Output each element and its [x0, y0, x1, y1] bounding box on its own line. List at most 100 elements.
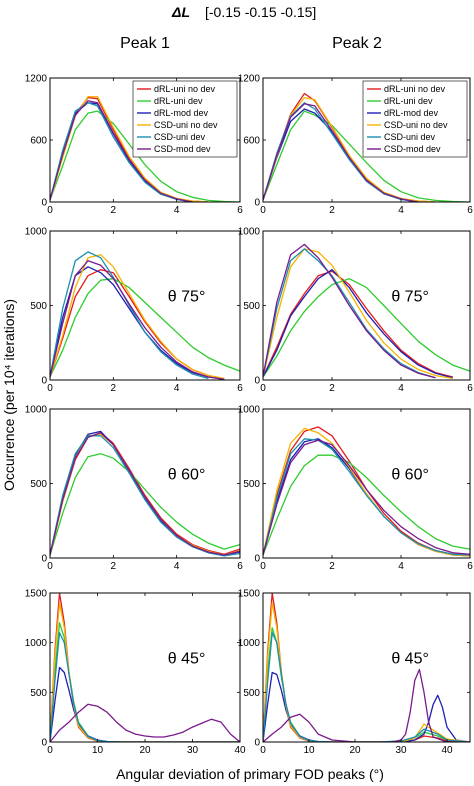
y-tick-label: 500: [30, 688, 47, 699]
series-csd-uni-dev: [263, 438, 470, 556]
title-symbol: ΔL: [171, 4, 190, 20]
series-csd-mod-dev: [263, 243, 436, 379]
series-group: [263, 243, 470, 380]
series-csd-uni-dev: [50, 632, 240, 742]
panel-annotation: θ 60°: [391, 467, 429, 484]
legend-entry: CSD-uni dev: [384, 132, 436, 142]
panel-annotation: θ 45°: [391, 651, 429, 668]
x-tick-label: 30: [395, 745, 407, 756]
y-tick-label: 500: [30, 479, 47, 490]
legend-entry: CSD-mod dev: [384, 144, 441, 154]
y-tick-label: 500: [243, 688, 260, 699]
x-tick-label: 6: [237, 205, 243, 216]
axes-box: [49, 408, 241, 559]
y-tick-label: 0: [254, 554, 260, 565]
y-tick-label: 500: [243, 479, 260, 490]
series-csd-uni-dev: [50, 251, 209, 380]
legend-entry: CSD-uni no dev: [154, 120, 218, 130]
series-drl-mod-dev: [50, 666, 240, 742]
y-tick-label: 500: [30, 301, 47, 312]
x-tick-label: 0: [47, 561, 53, 572]
x-tick-label: 20: [139, 745, 151, 756]
panel-6: 0 10 20 30 40 0 500 1000 1500 θ 45°: [25, 589, 246, 757]
y-tick-label: 0: [254, 376, 260, 387]
series-csd-uni-dev: [50, 435, 240, 557]
series-drl-uni-no-dev: [263, 593, 470, 742]
series-csd-uni-no-dev: [263, 427, 470, 557]
y-tick-label: 0: [254, 738, 260, 749]
series-csd-uni-no-dev: [263, 248, 453, 380]
panel-2: 0 2 4 6 0 500 1000 θ 75°: [25, 227, 243, 395]
panel-annotation: θ 45°: [168, 651, 206, 668]
series-group: [263, 92, 470, 202]
x-tick-label: 4: [398, 561, 404, 572]
legend-box: [132, 80, 238, 158]
column-title-peak-2: Peak 2: [332, 35, 382, 52]
x-tick-label: 40: [441, 745, 453, 756]
series-drl-mod-dev: [263, 438, 470, 557]
axes-box: [262, 592, 471, 743]
axes-box: [262, 408, 471, 559]
x-tick-label: 40: [234, 745, 246, 756]
series-drl-mod-dev: [263, 671, 470, 742]
panel-annotation: θ 60°: [168, 467, 206, 484]
legend-entry: dRL-mod dev: [384, 108, 439, 118]
legend: dRL-uni no dev dRL-uni dev dRL-mod dev CSD-…: [362, 80, 468, 158]
panel-annotation: θ 75°: [168, 289, 206, 306]
title-values: [-0.15 -0.15 -0.15]: [205, 4, 316, 20]
x-tick-label: 20: [349, 745, 361, 756]
x-tick-label: 0: [47, 745, 53, 756]
y-tick-label: 1000: [25, 405, 48, 416]
panel-annotation: θ 75°: [391, 289, 429, 306]
axes-box: [262, 230, 471, 381]
series-group: [50, 430, 240, 557]
series-csd-uni-no-dev: [263, 602, 470, 742]
x-tick-label: 0: [47, 205, 53, 216]
y-tick-label: 0: [254, 198, 260, 209]
series-group: [50, 251, 240, 380]
axes-box: [49, 230, 241, 381]
x-tick-label: 0: [47, 383, 53, 394]
y-tick-label: 1500: [25, 589, 48, 600]
series-drl-uni-dev: [263, 454, 470, 556]
legend-box: [362, 80, 468, 158]
legend-entry: dRL-uni no dev: [384, 84, 446, 94]
series-group: [50, 95, 240, 202]
x-tick-label: 30: [187, 745, 199, 756]
legend-entry: dRL-mod dev: [154, 108, 209, 118]
series-drl-uni-dev: [263, 627, 470, 742]
x-axis-label: Angular deviation of primary FOD peaks (…: [116, 766, 384, 782]
y-tick-label: 0: [41, 738, 47, 749]
series-csd-mod-dev: [50, 260, 225, 380]
x-tick-label: 0: [260, 205, 266, 216]
x-tick-label: 6: [237, 383, 243, 394]
x-tick-label: 0: [260, 561, 266, 572]
x-tick-label: 6: [467, 205, 473, 216]
y-axis-label: Occurrence (per 10⁴ iterations): [1, 299, 17, 491]
series-csd-mod-dev: [263, 439, 470, 556]
series-group: [263, 426, 470, 557]
x-tick-label: 10: [303, 745, 315, 756]
series-csd-mod-dev: [50, 100, 193, 202]
x-tick-label: 2: [111, 205, 117, 216]
y-tick-label: 1200: [25, 74, 48, 85]
x-tick-label: 2: [329, 561, 335, 572]
legend-entry: CSD-uni no dev: [384, 120, 448, 130]
y-tick-label: 1200: [238, 74, 261, 85]
y-tick-label: 1000: [25, 227, 48, 238]
y-tick-label: 0: [41, 198, 47, 209]
legend-entry: dRL-uni dev: [154, 96, 203, 106]
y-tick-label: 1000: [238, 405, 261, 416]
x-tick-label: 4: [174, 561, 180, 572]
x-tick-label: 2: [111, 383, 117, 394]
y-tick-label: 0: [41, 554, 47, 565]
legend-entry: dRL-uni dev: [384, 96, 433, 106]
y-tick-label: 600: [243, 136, 260, 147]
y-tick-label: 500: [243, 301, 260, 312]
legend-entry: CSD-uni dev: [154, 132, 206, 142]
series-csd-uni-no-dev: [50, 254, 225, 380]
